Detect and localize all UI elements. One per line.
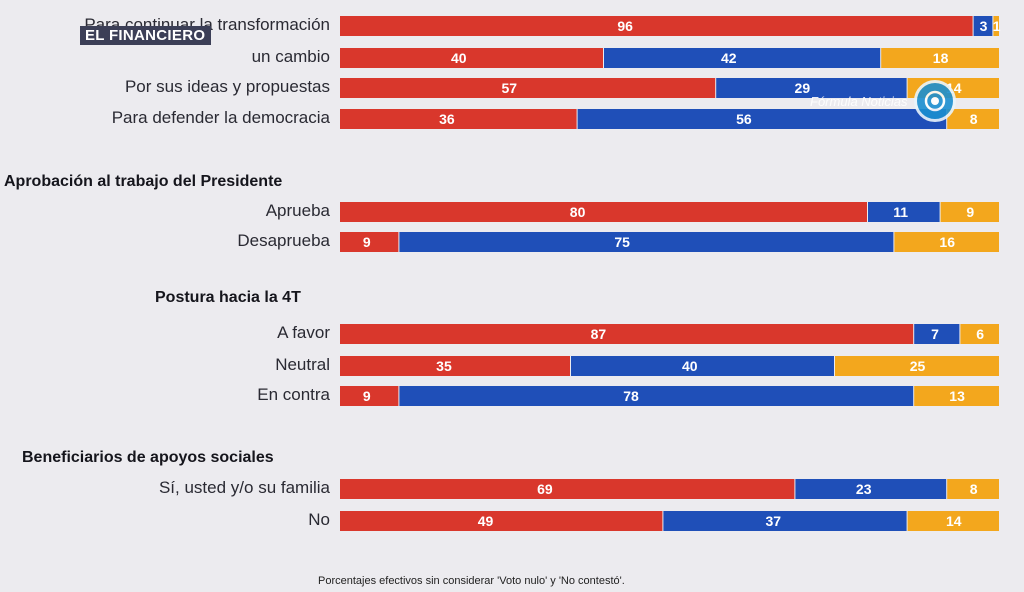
bar-segment <box>577 109 947 129</box>
bar-segment <box>340 356 570 376</box>
bar-value-label: 16 <box>939 234 955 250</box>
bar-value-label: 57 <box>502 80 518 96</box>
bar-value-label: 87 <box>591 326 607 342</box>
bar-segment <box>340 16 973 36</box>
footnote: Porcentajes efectivos sin considerar 'Vo… <box>318 575 625 587</box>
brand-logo: EL FINANCIERO <box>80 26 212 45</box>
bar-value-label: 49 <box>478 513 494 529</box>
bar-segment <box>868 202 940 222</box>
bar-segment <box>881 48 999 68</box>
bar-segment <box>993 16 999 36</box>
bar-value-label: 69 <box>537 481 553 497</box>
bar-segment <box>973 16 993 36</box>
bar-value-label: 8 <box>970 111 978 127</box>
bar-value-label: 7 <box>931 326 939 342</box>
watermark-text: Fórmula Noticias <box>810 93 908 109</box>
bar-value-label: 40 <box>451 50 467 66</box>
bar-segment <box>604 48 881 68</box>
category-label: Aprueba <box>266 201 331 220</box>
bar-value-label: 42 <box>721 50 737 66</box>
bar-segment <box>340 109 577 129</box>
bar-segment <box>716 78 907 98</box>
category-label: un cambio <box>252 47 330 66</box>
bar-segment <box>947 479 999 499</box>
category-label: En contra <box>257 385 330 404</box>
section-title: Postura hacia la 4T <box>155 289 301 306</box>
bar-value-label: 56 <box>736 111 752 127</box>
bar-segment <box>340 324 914 344</box>
bar-value-label: 9 <box>966 204 974 220</box>
bar-value-label: 35 <box>436 358 452 374</box>
bar-value-label: 13 <box>949 388 965 404</box>
bar-segment <box>340 78 716 98</box>
bar-segment <box>907 511 999 531</box>
bar-segment <box>663 511 907 531</box>
bar-value-label: 3 <box>980 18 988 34</box>
bar-value-label: 14 <box>946 513 962 529</box>
bar-value-label: 96 <box>617 18 633 34</box>
category-label: A favor <box>277 323 330 342</box>
bar-segment <box>835 356 999 376</box>
bar-segment <box>340 386 399 406</box>
bar-segment <box>947 109 999 129</box>
bar-segment <box>340 479 795 499</box>
bar-value-label: 75 <box>614 234 630 250</box>
bar-value-label: 11 <box>893 204 908 220</box>
bar-value-label: 8 <box>970 481 978 497</box>
bar-segment <box>340 511 663 531</box>
bar-value-label: 18 <box>933 50 949 66</box>
bar-value-label: 9 <box>363 234 371 250</box>
category-label: Sí, usted y/o su familia <box>159 478 331 497</box>
bar-value-label: 36 <box>439 111 455 127</box>
category-label: Por sus ideas y propuestas <box>125 77 330 96</box>
bar-segment <box>914 386 999 406</box>
section-title: Aprobación al trabajo del Presidente <box>4 173 282 190</box>
bar-value-label: 78 <box>623 388 639 404</box>
bar-segment <box>795 479 947 499</box>
bar-value-label: 25 <box>910 358 926 374</box>
bar-segment <box>960 324 999 344</box>
bar-segment <box>340 48 603 68</box>
watermark: Fórmula Noticias <box>810 80 956 122</box>
section-title: Beneficiarios de apoyos sociales <box>22 449 274 466</box>
bar-value-label: 80 <box>570 204 586 220</box>
category-label: Para defender la democracia <box>112 108 331 127</box>
category-label: Neutral <box>275 355 330 374</box>
bar-segment <box>399 232 894 252</box>
category-label: Desaprueba <box>237 231 330 250</box>
bar-value-label: 9 <box>363 388 371 404</box>
bar-segment <box>340 202 867 222</box>
bar-segment <box>399 386 914 406</box>
bar-segment <box>894 232 999 252</box>
category-label: No <box>308 510 330 529</box>
bar-value-label: 23 <box>856 481 872 497</box>
bar-segment <box>571 356 834 376</box>
bar-value-label: 37 <box>766 513 782 529</box>
bar-value-label: 29 <box>795 80 811 96</box>
bar-segment <box>340 232 399 252</box>
broadcast-logo-icon <box>913 80 956 122</box>
bar-value-label: 6 <box>976 326 984 342</box>
bar-value-label: 40 <box>682 358 698 374</box>
bar-segment <box>914 324 960 344</box>
bar-value-label: 1 <box>993 18 1001 34</box>
bar-segment <box>940 202 999 222</box>
